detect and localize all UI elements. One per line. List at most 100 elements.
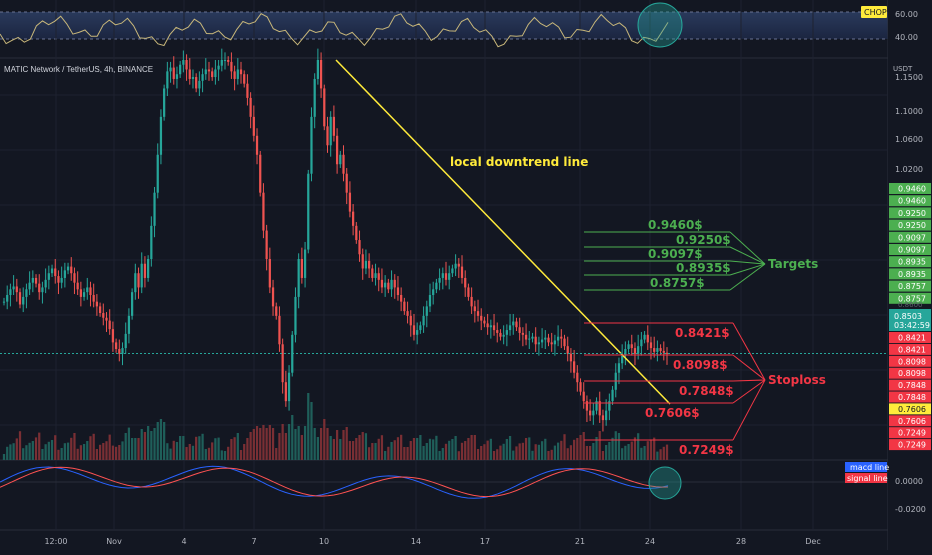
stop-label: 0.8098$ (673, 358, 728, 372)
volume-bar (441, 448, 444, 460)
volume-bar (624, 445, 627, 460)
volume-bar (396, 437, 400, 460)
candle-body (624, 349, 627, 356)
volume-bar (361, 432, 364, 460)
candle-body (159, 116, 163, 155)
volume-bar (646, 441, 649, 460)
volume-bar (460, 442, 464, 460)
volume-bar (163, 422, 166, 460)
chop-level-60: 60.00 (895, 10, 918, 19)
volume-bar (6, 446, 9, 460)
candle-body (665, 352, 669, 354)
volume-bar (127, 427, 131, 460)
candle-body (384, 282, 387, 288)
volume-bar (585, 446, 589, 460)
volume-bar (486, 440, 489, 460)
candle-body (643, 334, 646, 340)
volume-bar (608, 442, 611, 460)
volume-bar (332, 439, 336, 460)
volume-bar (524, 438, 528, 460)
candle-body (377, 273, 380, 280)
stoploss-label: Stoploss (768, 373, 826, 387)
candle-body (515, 321, 518, 328)
chop-name: CHOP (864, 8, 887, 17)
volume-bar (377, 438, 380, 460)
volume-bar (643, 446, 646, 460)
candle-body (134, 273, 137, 293)
volume-bar (114, 446, 118, 460)
candle-body (486, 323, 489, 328)
volume-bar (220, 450, 223, 460)
candle-body (175, 74, 179, 79)
candle-body (34, 277, 38, 284)
target-price-tag (889, 244, 931, 255)
volume-bar (307, 393, 310, 460)
candle-body (601, 415, 605, 421)
candle-body (483, 320, 486, 324)
stop-label: 0.7249$ (679, 443, 734, 457)
candle-body (460, 266, 464, 278)
candle-body (278, 315, 281, 345)
volume-bar (233, 437, 236, 460)
candle-body (179, 64, 182, 75)
candle-body (470, 296, 473, 307)
chop-name-tag (861, 6, 887, 18)
volume-bar (592, 443, 595, 460)
candle-body (364, 260, 368, 269)
volume-bar (89, 436, 92, 460)
volume-bar (284, 433, 287, 460)
candle-body (617, 363, 621, 373)
candle-body (252, 116, 255, 136)
volume-bar (569, 445, 573, 460)
candle-body (400, 295, 403, 302)
candle-body (25, 289, 28, 297)
volume-bar (268, 425, 271, 460)
candle-body (246, 83, 249, 98)
volume-bar (66, 442, 70, 460)
volume-bar (239, 450, 243, 460)
target-price-tag (889, 207, 931, 219)
candle-body (169, 67, 172, 72)
symbol-title[interactable]: MATIC Network / TetherUS, 4h, BINANCE (4, 65, 154, 74)
candle-body (563, 338, 566, 347)
candle-body (329, 116, 332, 146)
candle-body (47, 273, 50, 280)
candle-body (217, 65, 220, 70)
candle-body (41, 287, 44, 293)
volume-bar (518, 443, 521, 460)
volume-bar (547, 451, 550, 460)
volume-bar (374, 443, 377, 460)
volume-bar (438, 451, 441, 460)
volume-bar (335, 430, 339, 460)
candle-body (18, 292, 22, 305)
candle-body (102, 313, 105, 318)
candle-body (387, 282, 390, 290)
target-price-text: 0.9460 (898, 197, 926, 206)
candle-body (467, 287, 470, 297)
candle-body (54, 268, 57, 277)
volume-bar (169, 448, 172, 460)
volume-bar (166, 443, 169, 460)
candle-body (438, 277, 441, 283)
candle-body (307, 173, 310, 250)
candle-body (621, 355, 624, 364)
candle-body (508, 325, 512, 331)
candle-body (255, 135, 259, 155)
candle-body (15, 286, 18, 293)
candle-body (198, 80, 201, 89)
time-tick: 21 (575, 537, 585, 546)
volume-bar (508, 436, 512, 460)
candle-body (98, 306, 102, 314)
volume-bar (108, 434, 111, 460)
candle-body (473, 306, 476, 312)
volume-bar (400, 434, 403, 460)
stop-price-tag (889, 367, 931, 379)
volume-bar (576, 438, 579, 460)
candle-body (627, 344, 630, 350)
volume-bar (476, 449, 480, 460)
volume-bar (73, 433, 76, 460)
chop-line (0, 13, 669, 48)
volume-bar (595, 437, 598, 460)
